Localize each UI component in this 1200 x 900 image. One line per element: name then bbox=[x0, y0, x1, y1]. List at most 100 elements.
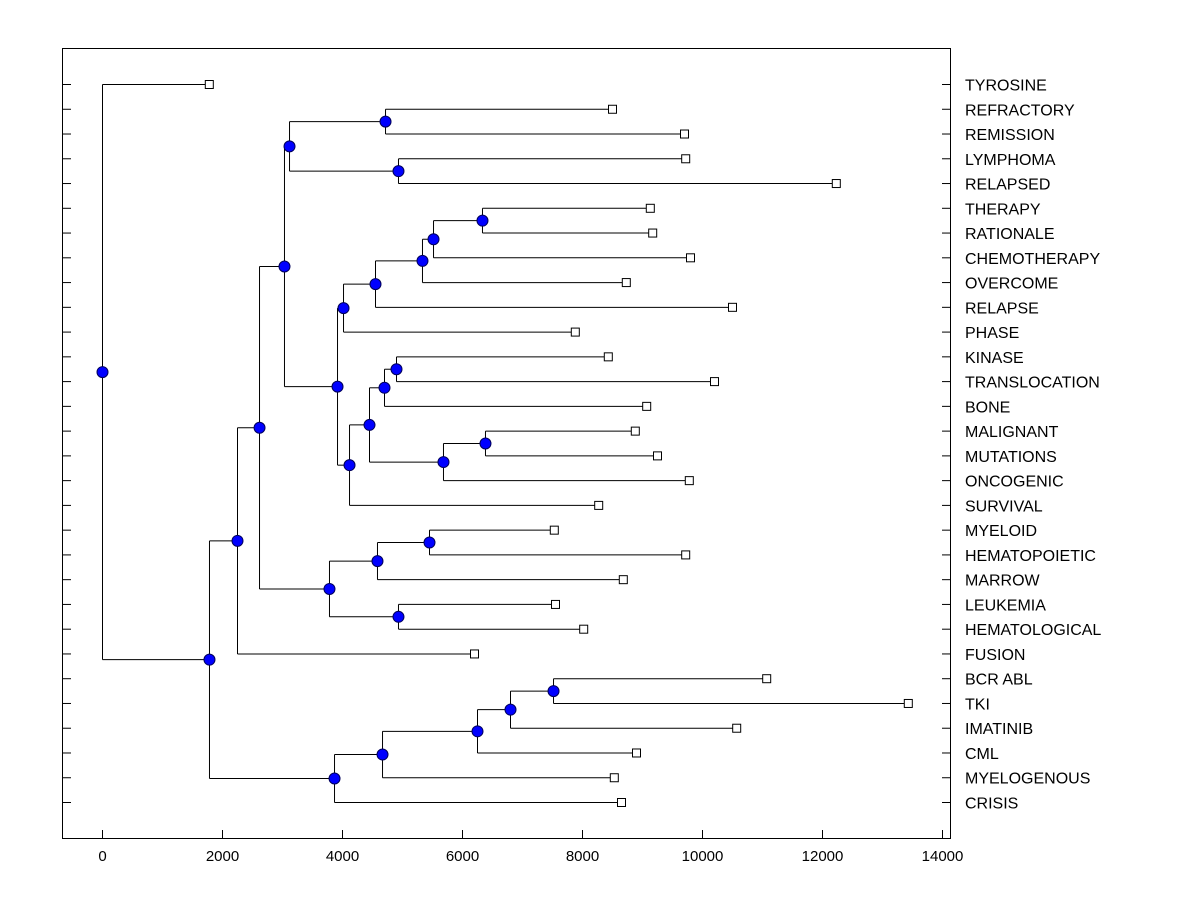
leaf-label: RELAPSE bbox=[965, 300, 1039, 317]
leaf-marker bbox=[680, 129, 689, 139]
leaf-label: MYELOGENOUS bbox=[965, 771, 1090, 788]
leaf-label: TKI bbox=[965, 696, 990, 713]
dendrogram-links bbox=[102, 84, 909, 803]
leaf-marker bbox=[632, 748, 641, 758]
merge-node bbox=[231, 534, 244, 547]
leaf-label: MUTATIONS bbox=[965, 449, 1057, 466]
x-tick-label: 2000 bbox=[206, 848, 239, 865]
leaf-label: PHASE bbox=[965, 325, 1019, 342]
merge-node bbox=[392, 165, 405, 178]
leaf-marker bbox=[609, 773, 619, 783]
leaf-label: ONCOGENIC bbox=[965, 474, 1064, 491]
leaf-label: BONE bbox=[965, 399, 1010, 416]
leaf-label: CHEMOTHERAPY bbox=[965, 251, 1100, 268]
merge-node bbox=[479, 437, 492, 450]
merge-node bbox=[378, 381, 391, 394]
merge-node bbox=[331, 380, 344, 393]
merge-node bbox=[253, 421, 266, 434]
leaf-label: CRISIS bbox=[965, 796, 1018, 813]
leaf-marker bbox=[470, 649, 479, 659]
leaf-marker bbox=[570, 327, 580, 337]
leaf-marker bbox=[762, 674, 772, 684]
leaf-marker bbox=[642, 401, 652, 411]
leaf-marker bbox=[684, 476, 694, 486]
x-tick-label: 12000 bbox=[802, 848, 844, 865]
merge-node bbox=[363, 418, 376, 431]
merge-node bbox=[476, 214, 489, 227]
leaf-marker bbox=[732, 723, 742, 733]
leaf-label: RELAPSED bbox=[965, 177, 1050, 194]
merge-node bbox=[392, 610, 405, 623]
x-tick-label: 10000 bbox=[682, 848, 724, 865]
leaf-marker bbox=[728, 302, 737, 312]
leaf-label: MALIGNANT bbox=[965, 424, 1059, 441]
leaf-marker bbox=[551, 599, 560, 609]
leaf-label: LEUKEMIA bbox=[965, 597, 1046, 614]
merge-node bbox=[437, 456, 450, 469]
merge-node bbox=[283, 140, 296, 153]
leaf-label: CML bbox=[965, 746, 999, 763]
leaf-marker bbox=[648, 228, 658, 238]
leaf-label: TRANSLOCATION bbox=[965, 375, 1100, 392]
leaf-marker bbox=[204, 80, 214, 89]
leaf-label: HEMATOLOGICAL bbox=[965, 622, 1101, 639]
leaf-label: RATIONALE bbox=[965, 226, 1055, 243]
merge-node bbox=[328, 772, 341, 785]
leaf-marker bbox=[686, 253, 695, 263]
x-tick-label: 0 bbox=[98, 848, 106, 865]
merge-node bbox=[337, 302, 350, 315]
leaf-marker bbox=[608, 104, 617, 114]
leaf-marker bbox=[710, 377, 719, 387]
leaf-label: SURVIVAL bbox=[965, 498, 1043, 515]
leaf-marker bbox=[645, 203, 655, 213]
merge-node bbox=[203, 653, 216, 666]
x-tick-label: 6000 bbox=[446, 848, 479, 865]
merge-node bbox=[343, 459, 356, 472]
leaf-marker bbox=[831, 179, 841, 189]
leaf-marker bbox=[630, 426, 640, 436]
leaf-label: HEMATOPOIETIC bbox=[965, 548, 1096, 565]
leaf-marker bbox=[603, 352, 613, 362]
leaf-label: LYMPHOMA bbox=[965, 152, 1056, 169]
leaf-label: FUSION bbox=[965, 647, 1025, 664]
merge-node bbox=[96, 366, 109, 379]
leaf-label: BCR ABL bbox=[965, 672, 1033, 689]
merge-node bbox=[504, 703, 517, 716]
leaf-marker bbox=[594, 500, 604, 510]
leaf-label: MARROW bbox=[965, 573, 1041, 590]
merge-node bbox=[379, 115, 392, 128]
dendrogram-nodes bbox=[96, 80, 913, 807]
x-tick-label: 4000 bbox=[326, 848, 359, 865]
leaf-label: OVERCOME bbox=[965, 276, 1058, 293]
leaf-marker bbox=[903, 698, 913, 708]
merge-node bbox=[323, 582, 336, 595]
leaf-marker bbox=[681, 550, 691, 560]
plot-frame bbox=[62, 48, 951, 839]
leaf-label: THERAPY bbox=[965, 201, 1041, 218]
leaf-marker bbox=[549, 525, 559, 535]
leaf-marker bbox=[617, 798, 626, 807]
merge-node bbox=[390, 363, 403, 376]
merge-node bbox=[376, 748, 389, 761]
leaf-marker bbox=[653, 451, 662, 461]
leaf-marker bbox=[618, 575, 628, 585]
x-tick-label: 8000 bbox=[566, 848, 599, 865]
leaf-label: TYROSINE bbox=[965, 78, 1047, 95]
leaf-label: REFRACTORY bbox=[965, 102, 1075, 119]
leaf-label: IMATINIB bbox=[965, 721, 1033, 738]
merge-node bbox=[423, 536, 436, 549]
merge-node bbox=[427, 233, 440, 246]
merge-node bbox=[369, 278, 382, 291]
axis-ticks: 0 2000 4000 6000 8000 10000 12000 14000 bbox=[62, 84, 964, 865]
leaf-labels: TYROSINE REFRACTORY REMISSION LYMPHOMA RELAP… bbox=[965, 78, 1101, 813]
merge-node bbox=[547, 685, 560, 698]
leaf-marker bbox=[681, 154, 691, 164]
merge-node bbox=[371, 555, 384, 568]
leaf-marker bbox=[621, 278, 631, 288]
merge-node bbox=[416, 254, 429, 267]
leaf-label: KINASE bbox=[965, 350, 1024, 367]
leaf-marker bbox=[579, 624, 589, 634]
x-tick-label: 14000 bbox=[922, 848, 964, 865]
merge-node bbox=[278, 260, 291, 273]
leaf-label: MYELOID bbox=[965, 523, 1037, 540]
